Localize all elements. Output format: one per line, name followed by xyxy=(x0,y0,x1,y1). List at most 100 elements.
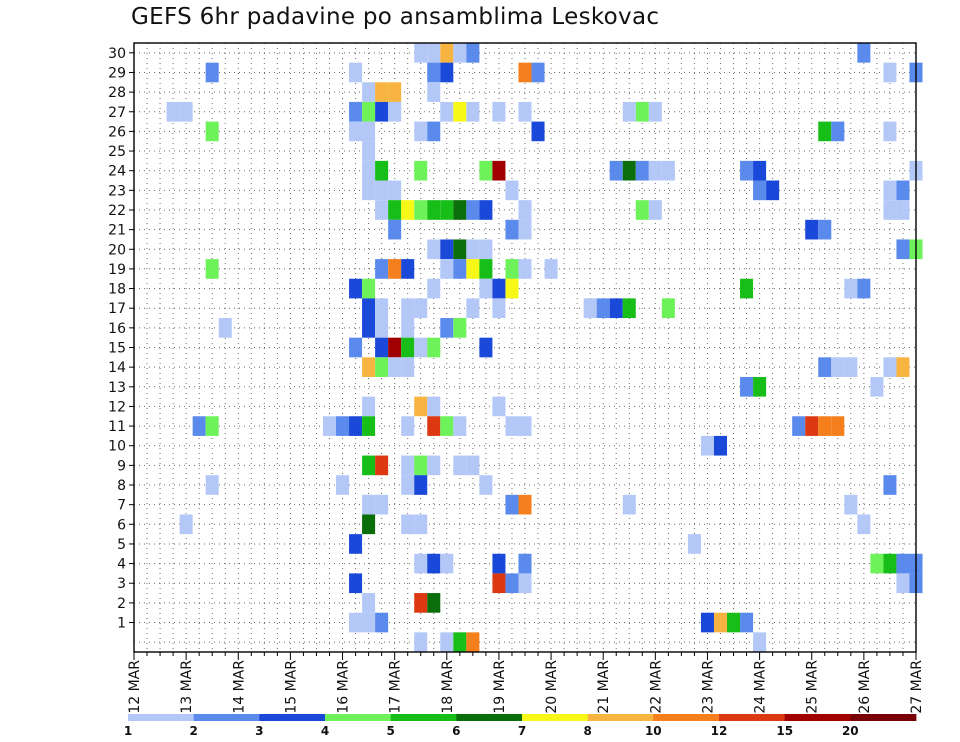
precip-cell xyxy=(349,62,363,83)
precip-cell xyxy=(844,357,858,377)
colorbar-segment xyxy=(784,714,851,721)
precip-cell xyxy=(414,121,428,142)
precip-cell xyxy=(492,573,506,594)
precip-cell xyxy=(388,101,402,122)
precip-cell xyxy=(375,259,389,279)
date-tick-label: 18 MAR xyxy=(440,660,456,714)
precip-cell xyxy=(414,455,428,476)
precip-cell xyxy=(375,612,389,633)
precip-cell xyxy=(713,612,728,633)
member-tick-label: 15 xyxy=(108,341,126,357)
precip-cell xyxy=(401,318,415,338)
precip-cell xyxy=(205,259,219,279)
date-tick-label: 17 MAR xyxy=(388,660,404,714)
precip-cell xyxy=(518,101,532,122)
precip-cell xyxy=(440,632,454,652)
precip-cell xyxy=(700,435,714,456)
precip-cell xyxy=(713,435,728,456)
precip-cell xyxy=(505,494,519,515)
precip-cell xyxy=(727,612,741,633)
precip-cell xyxy=(427,455,441,476)
precip-cell xyxy=(492,396,506,417)
precip-cell xyxy=(518,62,532,83)
precip-cell xyxy=(440,62,454,83)
colorbar-segment xyxy=(522,714,589,721)
colorbar-label: 10 xyxy=(645,724,662,738)
precip-cell xyxy=(518,416,532,436)
colorbar-label: 1 xyxy=(124,724,132,738)
precip-cell xyxy=(362,141,376,161)
precip-cell xyxy=(479,259,493,279)
member-axis: 1234567891011121314151617181920212223242… xyxy=(108,46,134,632)
date-axis: 12 MAR 13 MAR 14 MAR 15 MAR 16 MAR 17 MAR 18 M… xyxy=(127,652,925,714)
member-tick-label: 20 xyxy=(108,242,126,258)
precip-cell xyxy=(740,376,754,397)
member-tick-label: 4 xyxy=(117,557,126,573)
precip-cell xyxy=(192,416,206,436)
precip-cell xyxy=(427,43,441,63)
precip-cell xyxy=(831,121,845,142)
precip-cell xyxy=(375,180,389,201)
precip-cell xyxy=(414,553,428,574)
precip-cell xyxy=(453,101,467,122)
colorbar-label: 12 xyxy=(711,724,728,738)
precip-cell xyxy=(349,534,363,554)
precip-cell xyxy=(479,160,493,181)
precip-cell xyxy=(362,101,376,122)
precip-cell xyxy=(492,553,506,574)
date-tick-label: 20 MAR xyxy=(544,660,560,714)
precip-cell xyxy=(883,180,897,201)
colorbar-label: 8 xyxy=(584,724,592,738)
precip-cell xyxy=(466,239,480,260)
precip-cell xyxy=(362,121,376,142)
precip-cell xyxy=(401,200,415,220)
precip-cell xyxy=(401,357,415,377)
precip-cell xyxy=(648,160,662,181)
precip-cell xyxy=(453,259,467,279)
precip-cell xyxy=(427,239,441,260)
precip-cell xyxy=(375,101,389,122)
colorbar-label: 2 xyxy=(190,724,198,738)
date-tick-label: 24 MAR xyxy=(753,660,769,714)
precip-cell xyxy=(622,298,636,319)
precip-cell xyxy=(492,160,506,181)
precip-cell xyxy=(740,160,754,181)
precip-cell xyxy=(375,357,389,377)
member-tick-label: 3 xyxy=(117,576,126,592)
member-tick-label: 25 xyxy=(108,144,126,160)
colorbar-segment xyxy=(653,714,720,721)
precip-cell xyxy=(844,494,858,515)
precip-cell xyxy=(427,62,441,83)
precip-cell xyxy=(375,160,389,181)
precip-cell xyxy=(740,278,754,299)
date-tick-label: 21 MAR xyxy=(596,660,612,714)
precip-cell xyxy=(414,43,428,63)
precip-cell xyxy=(414,475,428,495)
precip-cell xyxy=(479,200,493,220)
precip-cell xyxy=(648,101,662,122)
precip-cell xyxy=(466,101,480,122)
precip-cell xyxy=(687,534,701,554)
precip-cell xyxy=(896,239,910,260)
colorbar-segment xyxy=(850,714,917,721)
precip-cell xyxy=(440,101,454,122)
member-tick-label: 8 xyxy=(117,478,126,494)
member-tick-label: 11 xyxy=(108,419,126,435)
precip-cell xyxy=(166,101,180,122)
precip-cell xyxy=(883,475,897,495)
precip-cell xyxy=(440,553,454,574)
precip-cell xyxy=(205,121,219,142)
member-tick-label: 13 xyxy=(108,380,126,396)
member-tick-label: 16 xyxy=(108,321,126,337)
precip-cell xyxy=(896,553,910,574)
colorbar-label: 3 xyxy=(255,724,263,738)
precip-cell xyxy=(375,455,389,476)
colorbar-label: 4 xyxy=(321,724,329,738)
member-tick-label: 19 xyxy=(108,262,126,278)
precip-cell xyxy=(857,43,871,63)
colorbar-label: 7 xyxy=(518,724,526,738)
precip-cell xyxy=(622,101,636,122)
precip-cell xyxy=(427,593,441,613)
precip-cell xyxy=(388,357,402,377)
